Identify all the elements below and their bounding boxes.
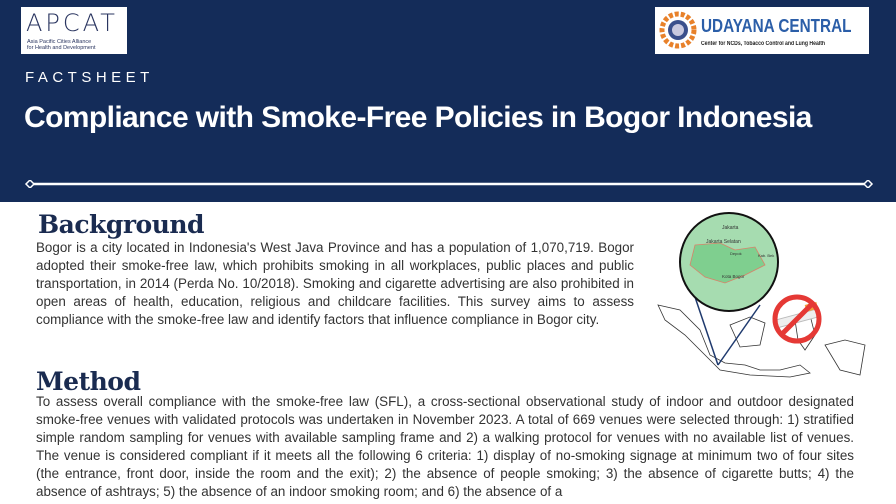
apcat-logo-subtitle: Asia Pacific Cities Alliance for Health …	[27, 39, 96, 51]
method-text: To assess overall compliance with the sm…	[36, 394, 854, 499]
udayana-logo-text: UDAYANA CENTRAL	[701, 16, 852, 36]
udayana-emblem-icon	[659, 11, 697, 49]
udayana-logo-subtitle: Center for NCDs, Tobacco Control and Lun…	[701, 41, 826, 47]
apcat-logo: APCAT Asia Pacific Cities Alliance for H…	[21, 7, 127, 54]
udayana-logo: UDAYANA CENTRAL Center for NCDs, Tobacco…	[655, 7, 869, 54]
map-label: Kota Bogor	[722, 274, 745, 279]
header-banner: APCAT Asia Pacific Cities Alliance for H…	[0, 0, 896, 202]
map-label: Jakarta Selatan	[706, 239, 741, 245]
map-label: Depok	[730, 251, 742, 256]
factsheet-label: FACTSHEET	[25, 69, 154, 86]
no-smoking-icon	[772, 294, 822, 344]
map-label: Jakarta	[722, 225, 739, 231]
background-text: Bogor is a city located in Indonesia's W…	[36, 240, 634, 327]
indonesia-outline	[657, 304, 866, 378]
map-label: Kab. Bek	[758, 253, 774, 258]
divider-line	[24, 180, 874, 188]
bogor-map-illustration: Jakarta Jakarta Selatan Depok Kab. Bek K…	[657, 212, 866, 378]
page-title: Compliance with Smoke-Free Policies in B…	[24, 101, 812, 134]
method-heading: Method	[36, 367, 141, 396]
background-heading: Background	[38, 210, 205, 239]
apcat-logo-text: APCAT	[26, 9, 118, 37]
